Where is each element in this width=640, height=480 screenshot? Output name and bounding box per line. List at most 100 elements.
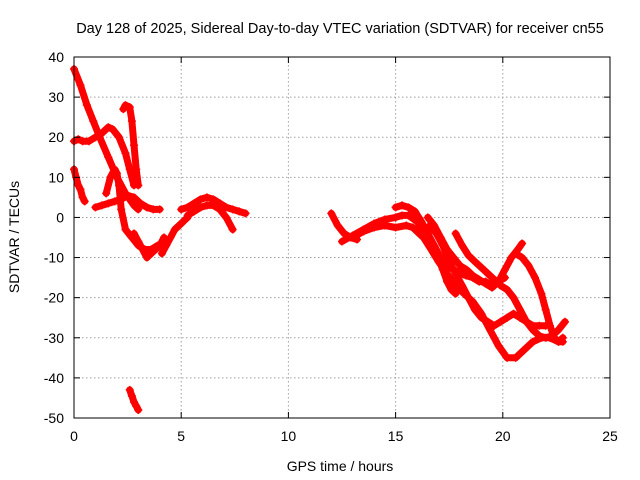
data-point [134,205,143,214]
data-point [76,81,85,90]
data-point [391,223,400,232]
series-arc-11 [125,385,143,414]
data-point [155,205,164,214]
data-point [522,317,531,326]
series-arc-4 [70,165,89,206]
y-tick-label: -40 [44,370,64,386]
data-point [162,241,171,250]
data-point [511,249,520,258]
series-arc-5 [91,191,164,214]
data-point [451,289,460,298]
data-point [455,261,464,270]
data-point [402,221,411,230]
data-point [235,207,244,216]
data-point [462,265,471,274]
data-point [438,241,447,250]
x-axis-label: GPS time / hours [287,458,394,474]
data-point [464,293,473,302]
data-point [134,405,143,414]
data-point [436,253,445,262]
data-point [147,249,156,258]
data-point [477,313,486,322]
data-point [443,269,452,278]
data-point [91,133,100,142]
data-point [132,165,141,174]
data-point [130,141,139,150]
data-point [404,203,413,212]
data-point [241,209,250,218]
y-tick-label: -30 [44,330,64,346]
x-tick-label: 0 [70,428,78,444]
data-point [119,105,128,114]
data-point [85,137,94,146]
series-line [512,250,567,346]
data-point [458,281,467,290]
data-point [112,169,121,178]
data-point [125,385,134,394]
data-point [490,275,499,284]
data-point [121,101,130,110]
data-point [541,333,550,342]
data-point [490,321,499,330]
data-point [503,353,512,362]
data-point [134,237,143,246]
data-point [524,261,533,270]
data-point [104,123,113,132]
data-point [451,229,460,238]
data-point [464,251,473,260]
data-point [196,203,205,212]
data-point [228,205,237,214]
data-point [125,103,134,112]
data-point [509,309,518,318]
data-point [554,325,563,334]
data-point [423,229,432,238]
data-point [209,201,218,210]
data-point [123,191,132,200]
data-point [413,227,422,236]
data-point [511,353,520,362]
x-tick-label: 15 [388,428,404,444]
data-point [183,211,192,220]
data-point [106,173,115,182]
axis-ticks: 40 30 20 10 0 -10 -20 -30 -40 -50 0 5 10 15 20 25 [44,49,618,444]
data-point [447,285,456,294]
data-point [132,401,141,410]
data-point [423,213,432,222]
data-point [117,205,126,214]
data-point [222,213,231,222]
data-point [183,203,192,212]
y-tick-label: 10 [48,169,64,185]
data-point [130,193,139,202]
data-point [410,207,419,216]
data-point [470,257,479,266]
data-point [166,233,175,242]
data-point [333,221,342,230]
data-point [404,211,413,220]
data-point [121,149,130,158]
data-point [142,203,151,212]
y-tick-label: 20 [48,129,64,145]
data-point [157,249,166,258]
data-point [134,181,143,190]
data-point [528,325,537,334]
data-point [359,227,368,236]
y-tick-label: 30 [48,89,64,105]
data-point [130,397,139,406]
data-point [483,317,492,326]
data-point [417,217,426,226]
data-point [202,193,211,202]
data-point [127,391,136,400]
data-point [175,221,184,230]
chart-title: Day 128 of 2025, Sidereal Day-to-day VTE… [76,21,604,37]
data-point [151,245,160,254]
data-point [535,331,544,340]
data-point [340,229,349,238]
data-point [115,133,124,142]
data-point [110,165,119,174]
grid [74,57,610,418]
x-tick-label: 10 [281,428,297,444]
series-arc-7 [130,229,169,262]
data-point [520,345,529,354]
data-point [82,101,91,110]
data-point [327,209,336,218]
